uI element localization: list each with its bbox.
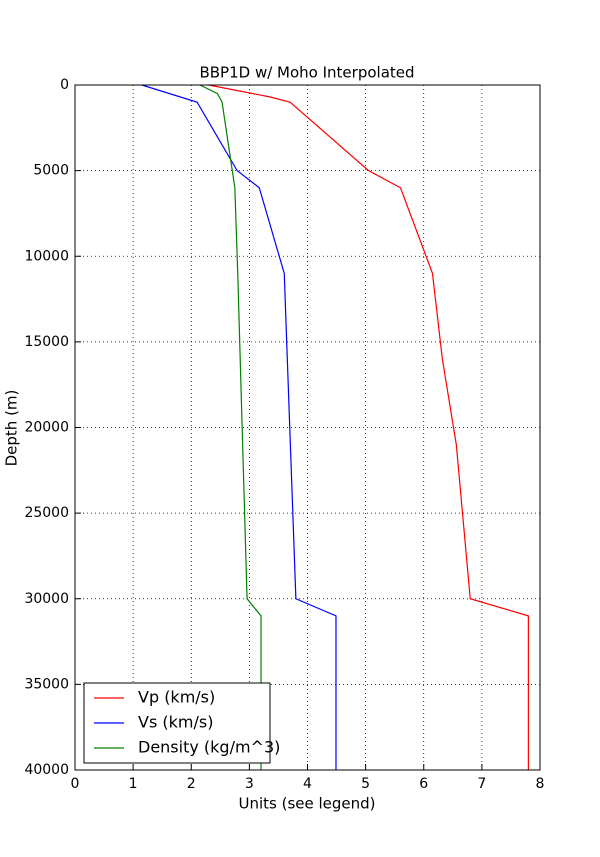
x-tick-label: 0 [71,776,80,792]
y-axis-label: Depth (m) [3,390,21,467]
data-line [199,84,262,770]
y-tick-label: 15000 [24,334,69,350]
chart-title: BBP1D w/ Moho Interpolated [199,64,414,82]
y-tick-label: 35000 [24,676,69,692]
data-line [141,84,337,770]
legend-label: Vp (km/s) [138,688,215,707]
y-tick-label: 10000 [24,248,69,264]
y-tick-label: 30000 [24,591,69,607]
x-tick-label: 1 [129,776,138,792]
plot-frame [74,84,541,771]
x-tick-label: 2 [187,776,196,792]
x-tick-label: 7 [477,776,486,792]
x-axis-label: Units (see legend) [238,795,375,813]
legend-label: Density (kg/m^3) [138,738,280,757]
y-tick-label: 0 [60,77,69,93]
data-line [208,84,529,770]
y-tick-label: 5000 [33,163,69,179]
y-tick-label: 20000 [24,420,69,436]
y-tick-label: 40000 [24,762,69,778]
x-tick-label: 5 [361,776,370,792]
x-tick-label: 6 [419,776,428,792]
legend-label: Vs (km/s) [138,713,213,732]
y-tick-label: 25000 [24,505,69,521]
x-tick-label: 3 [245,776,254,792]
x-tick-label: 4 [303,776,312,792]
x-tick-label: 8 [536,776,545,792]
